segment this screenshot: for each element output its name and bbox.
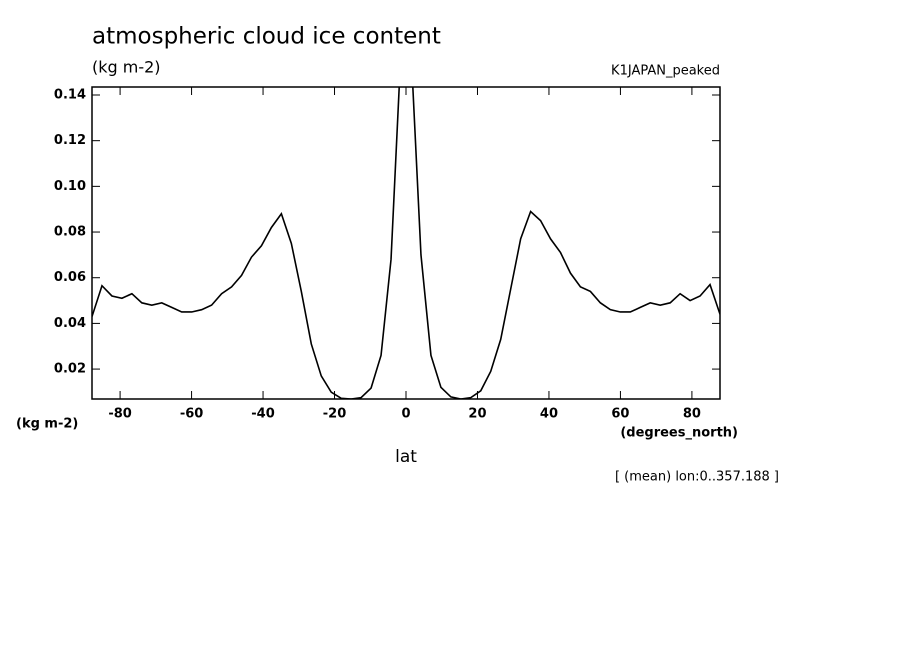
plot-frame	[91, 86, 721, 400]
chart-title: atmospheric cloud ice content	[92, 24, 441, 50]
y-tick-label: 0.02	[54, 362, 86, 377]
y-tick-label: 0.06	[54, 270, 86, 285]
y-tick-label: 0.14	[54, 87, 86, 102]
x-tick-label: 40	[540, 407, 558, 422]
x-tick-label: -60	[180, 407, 204, 422]
chart-subtitle: (kg m-2)	[92, 58, 161, 77]
x-tick-label: -80	[108, 407, 132, 422]
x-tick-label: 80	[683, 407, 701, 422]
y-tick-label: 0.12	[54, 133, 86, 148]
data-line	[92, 87, 720, 399]
dataset-label: K1JAPAN_peaked	[611, 64, 720, 79]
x-tick-label: -20	[323, 407, 347, 422]
y-tick-label: 0.10	[54, 179, 86, 194]
y-tick-label: 0.08	[54, 225, 86, 240]
x-tick-label: 20	[468, 407, 486, 422]
y-axis-label: (kg m-2)	[16, 417, 78, 432]
x-tick-label: 0	[401, 407, 410, 422]
plot-area	[92, 87, 720, 399]
x-tick-label: 60	[611, 407, 629, 422]
x-axis-label: lat	[395, 447, 417, 467]
y-tick-label: 0.04	[54, 316, 86, 331]
x-tick-label: -40	[251, 407, 275, 422]
annotation: [ (mean) lon:0..357.188 ]	[615, 470, 779, 485]
x-axis-units: (degrees_north)	[620, 426, 738, 441]
